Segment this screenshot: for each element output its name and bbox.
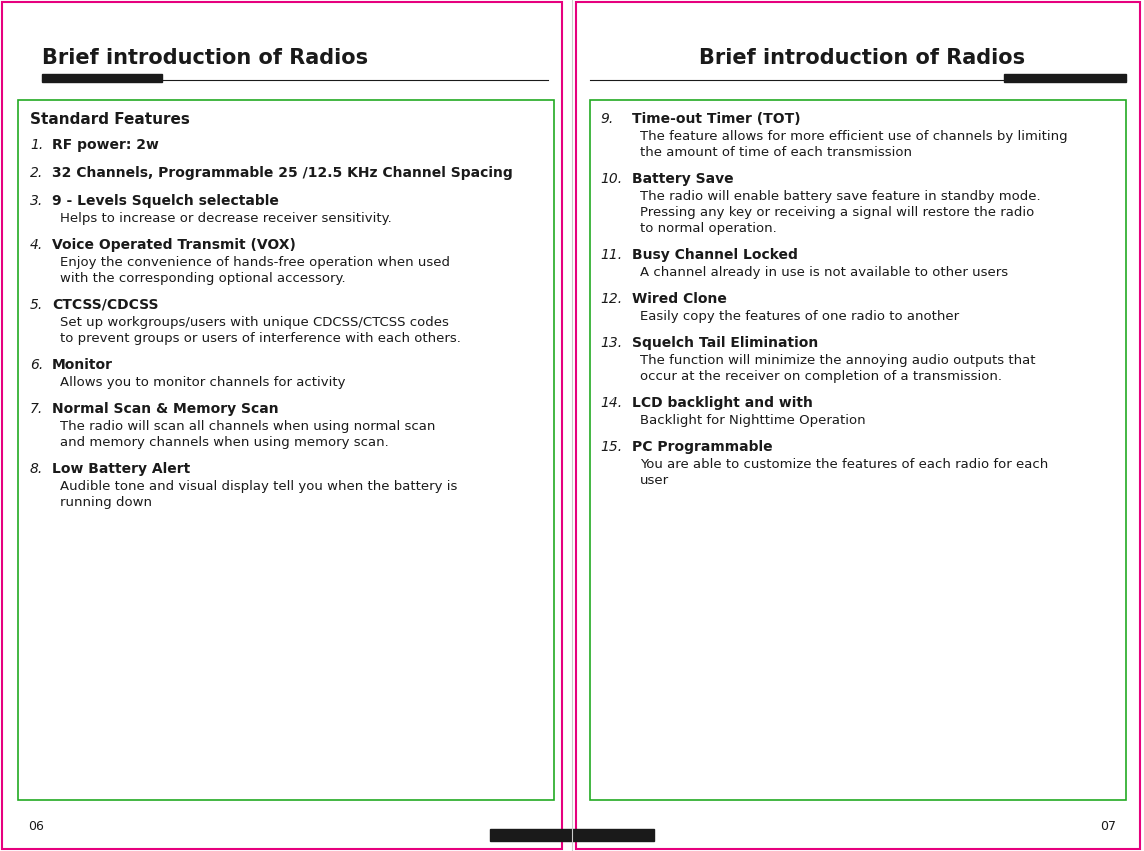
Text: 32 Channels, Programmable 25 /12.5 KHz Channel Spacing: 32 Channels, Programmable 25 /12.5 KHz C… xyxy=(51,166,513,180)
Text: to normal operation.: to normal operation. xyxy=(639,222,777,235)
Text: Easily copy the features of one radio to another: Easily copy the features of one radio to… xyxy=(639,310,959,323)
Text: PC Programmable: PC Programmable xyxy=(631,440,772,454)
Text: The feature allows for more efficient use of channels by limiting: The feature allows for more efficient us… xyxy=(639,130,1067,143)
Text: 9.: 9. xyxy=(599,112,613,126)
Text: 13.: 13. xyxy=(599,336,622,350)
Text: Battery Save: Battery Save xyxy=(631,172,733,186)
Text: CTCSS/CDCSS: CTCSS/CDCSS xyxy=(51,298,159,312)
Text: 11.: 11. xyxy=(599,248,622,262)
Bar xyxy=(1004,74,1126,82)
Text: Pressing any key or receiving a signal will restore the radio: Pressing any key or receiving a signal w… xyxy=(639,206,1034,219)
Text: Squelch Tail Elimination: Squelch Tail Elimination xyxy=(631,336,818,350)
Text: Monitor: Monitor xyxy=(51,358,113,372)
Text: The radio will scan all channels when using normal scan: The radio will scan all channels when us… xyxy=(59,420,436,433)
Text: 14.: 14. xyxy=(599,396,622,410)
Text: Audible tone and visual display tell you when the battery is: Audible tone and visual display tell you… xyxy=(59,480,458,493)
Text: You are able to customize the features of each radio for each: You are able to customize the features o… xyxy=(639,458,1048,471)
Text: 07: 07 xyxy=(1101,820,1117,833)
Text: 9 - Levels Squelch selectable: 9 - Levels Squelch selectable xyxy=(51,194,279,208)
Text: occur at the receiver on completion of a transmission.: occur at the receiver on completion of a… xyxy=(639,370,1002,383)
Text: Time-out Timer (TOT): Time-out Timer (TOT) xyxy=(631,112,801,126)
Text: 6.: 6. xyxy=(30,358,43,372)
Text: 10.: 10. xyxy=(599,172,622,186)
Text: RF power: 2w: RF power: 2w xyxy=(51,138,159,152)
Text: The function will minimize the annoying audio outputs that: The function will minimize the annoying … xyxy=(639,354,1035,367)
Text: A channel already in use is not available to other users: A channel already in use is not availabl… xyxy=(639,266,1008,279)
Bar xyxy=(490,829,654,841)
Text: 1.: 1. xyxy=(30,138,43,152)
Text: 4.: 4. xyxy=(30,238,43,252)
Text: with the corresponding optional accessory.: with the corresponding optional accessor… xyxy=(59,272,345,285)
Text: 2.: 2. xyxy=(30,166,43,180)
Text: 8.: 8. xyxy=(30,462,43,476)
Text: Normal Scan & Memory Scan: Normal Scan & Memory Scan xyxy=(51,402,279,416)
Text: Low Battery Alert: Low Battery Alert xyxy=(51,462,190,476)
Bar xyxy=(590,100,1126,800)
Bar xyxy=(42,74,162,82)
Text: 7.: 7. xyxy=(30,402,43,416)
Text: 3.: 3. xyxy=(30,194,43,208)
Text: The radio will enable battery save feature in standby mode.: The radio will enable battery save featu… xyxy=(639,190,1041,203)
Text: Brief introduction of Radios: Brief introduction of Radios xyxy=(699,48,1025,68)
Bar xyxy=(18,100,554,800)
Text: and memory channels when using memory scan.: and memory channels when using memory sc… xyxy=(59,436,389,449)
Text: 06: 06 xyxy=(27,820,43,833)
Text: Backlight for Nighttime Operation: Backlight for Nighttime Operation xyxy=(639,414,866,427)
Text: Brief introduction of Radios: Brief introduction of Radios xyxy=(42,48,368,68)
Text: LCD backlight and with: LCD backlight and with xyxy=(631,396,813,410)
Text: Helps to increase or decrease receiver sensitivity.: Helps to increase or decrease receiver s… xyxy=(59,212,391,225)
Text: user: user xyxy=(639,474,669,487)
Text: Set up workgroups/users with unique CDCSS/CTCSS codes: Set up workgroups/users with unique CDCS… xyxy=(59,316,448,329)
Text: 5.: 5. xyxy=(30,298,43,312)
Text: Voice Operated Transmit (VOX): Voice Operated Transmit (VOX) xyxy=(51,238,296,252)
Text: running down: running down xyxy=(59,496,152,509)
Text: the amount of time of each transmission: the amount of time of each transmission xyxy=(639,146,912,159)
Text: Allows you to monitor channels for activity: Allows you to monitor channels for activ… xyxy=(59,376,345,389)
Text: Enjoy the convenience of hands-free operation when used: Enjoy the convenience of hands-free oper… xyxy=(59,256,450,269)
Bar xyxy=(575,2,1141,849)
Text: to prevent groups or users of interference with each others.: to prevent groups or users of interferen… xyxy=(59,332,461,345)
Text: 12.: 12. xyxy=(599,292,622,306)
Text: Busy Channel Locked: Busy Channel Locked xyxy=(631,248,797,262)
Text: Wired Clone: Wired Clone xyxy=(631,292,726,306)
Bar xyxy=(2,2,562,849)
Text: Standard Features: Standard Features xyxy=(30,112,190,127)
Text: 15.: 15. xyxy=(599,440,622,454)
